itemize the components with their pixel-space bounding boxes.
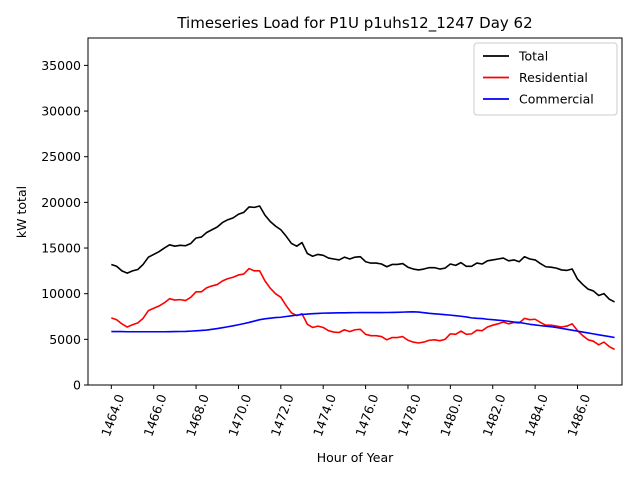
y-tick-label: 20000 bbox=[41, 195, 81, 210]
y-tick-label: 0 bbox=[73, 378, 81, 393]
legend: Total Residential Commercial bbox=[473, 42, 618, 116]
y-tick-label: 25000 bbox=[41, 149, 81, 164]
y-tick-label: 15000 bbox=[41, 241, 81, 256]
x-axis-label: Hour of Year bbox=[317, 450, 394, 465]
legend-label-total: Total bbox=[518, 49, 548, 64]
axes-frame bbox=[87, 37, 623, 386]
series-line-total bbox=[111, 205, 615, 303]
y-tick-label: 5000 bbox=[49, 332, 81, 347]
legend-label-commercial: Commercial bbox=[519, 92, 594, 107]
series-line-residential bbox=[111, 267, 615, 351]
legend-box bbox=[473, 42, 618, 116]
y-tick-label: 10000 bbox=[41, 286, 81, 301]
y-axis: 0 5000 10000 15000 20000 25000 30000 35000 bbox=[41, 58, 88, 393]
y-tick-label: 35000 bbox=[41, 58, 81, 73]
chart-title: Timeseries Load for P1U p1uhs12_1247 Day… bbox=[176, 14, 532, 33]
legend-label-residential: Residential bbox=[519, 70, 588, 85]
y-axis-label: kW total bbox=[14, 186, 29, 238]
y-tick-label: 30000 bbox=[41, 104, 81, 119]
plot-area bbox=[111, 205, 615, 351]
series-line-commercial bbox=[111, 311, 615, 339]
